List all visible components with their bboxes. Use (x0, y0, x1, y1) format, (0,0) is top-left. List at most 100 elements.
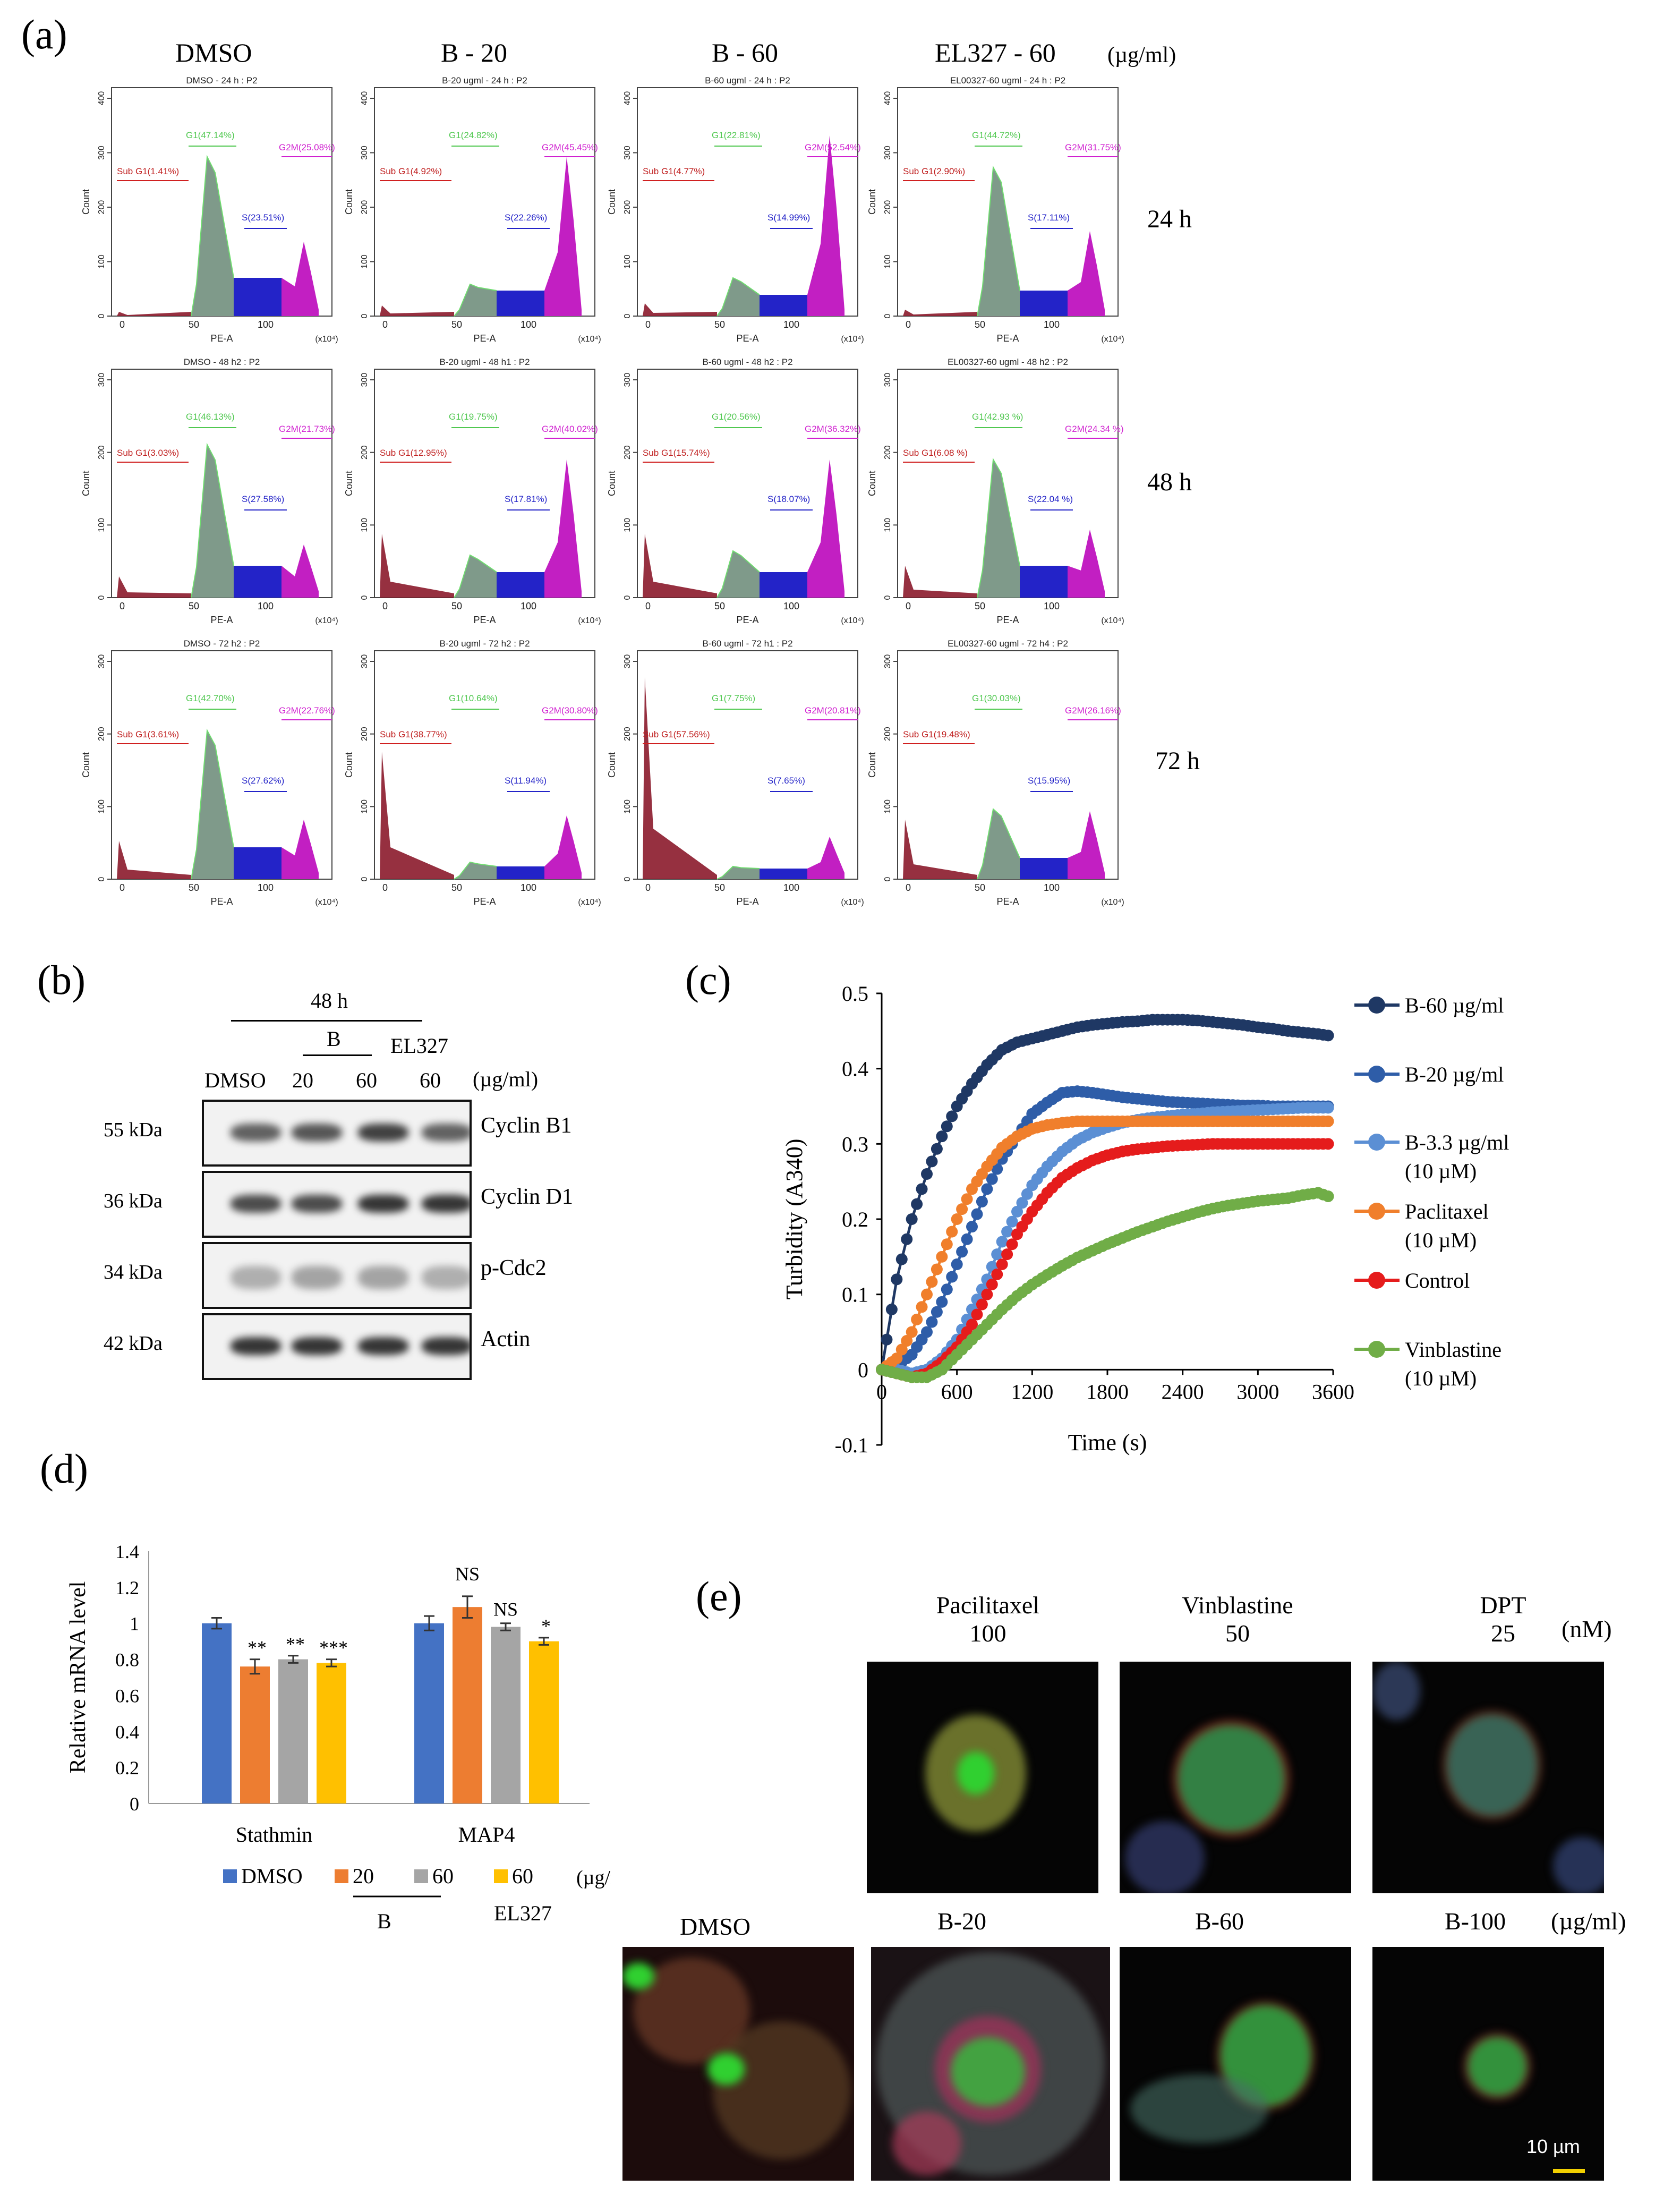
legend-label: DMSO (241, 1864, 303, 1888)
g1-region (454, 555, 497, 598)
y-tick-label: 200 (360, 727, 369, 741)
y-tick-label: 1 (130, 1613, 139, 1635)
y-tick-label: 100 (623, 799, 632, 814)
column-header-b20: B - 20 (441, 38, 507, 67)
data-point (986, 1278, 998, 1290)
x-axis-multiplier: (x10⁴) (578, 335, 601, 344)
s-label: S(22.26%) (505, 212, 547, 223)
legend-marker (1368, 997, 1385, 1014)
x-axis-label: PE-A (473, 333, 496, 344)
y-tick-label: 400 (623, 91, 632, 106)
x-tick-label: 50 (189, 319, 199, 330)
s-label: S(17.81%) (505, 494, 547, 504)
x-tick-label: 100 (783, 882, 799, 893)
legend-swatch (223, 1869, 237, 1883)
g1-region (977, 809, 1020, 879)
g1-label: G1(46.13%) (186, 412, 235, 422)
x-axis-multiplier: (x10⁴) (315, 898, 338, 907)
y-tick-label: 100 (97, 254, 106, 269)
micro-image-paclitaxel (867, 1662, 1098, 1893)
y-tick-label: 200 (883, 727, 892, 741)
histogram-title: DMSO - 24 h : P2 (186, 75, 257, 86)
series-line (880, 1018, 1334, 1370)
bar (529, 1641, 559, 1803)
x-tick-label: 0 (906, 601, 911, 611)
micro-top-label-2: Vinblastine 50 (1182, 1592, 1293, 1647)
data-point (931, 1263, 943, 1275)
subg1-label: Sub G1(19.48%) (903, 729, 970, 739)
y-tick-label: 100 (360, 799, 369, 814)
y-tick-label: 300 (97, 654, 106, 669)
y-tick-label: 300 (883, 654, 892, 669)
blot-group-b: B (327, 1027, 341, 1051)
data-point (946, 1226, 958, 1238)
histogram-title: EL00327-60 ugml - 24 h : P2 (950, 75, 1065, 86)
data-point (895, 1253, 908, 1265)
row-label-48h: 48 h (1147, 468, 1192, 496)
flow-cytometry-histograms: DMSO - 24 h : P2 0 100 200 300 400 Count 0 50 100… (81, 75, 1124, 907)
legend-label: B-60 µg/ml (1405, 993, 1504, 1017)
blot-band (358, 1337, 408, 1355)
g1-region (977, 167, 1020, 316)
x-tick-label: 100 (258, 882, 274, 893)
y-tick-label: 0 (883, 595, 892, 600)
bar (453, 1607, 482, 1803)
y-tick-label: 200 (97, 200, 106, 215)
data-point (961, 1233, 973, 1245)
legend-group-el: EL327 (494, 1901, 552, 1925)
subg1-label: Sub G1(1.41%) (117, 166, 179, 176)
data-point (971, 1308, 983, 1321)
histogram-frame (374, 650, 595, 880)
s-label: S(23.51%) (242, 212, 284, 223)
y-tick-label: 0 (97, 877, 106, 881)
blot-group-el327: EL327 (390, 1034, 448, 1058)
x-tick-label: 100 (521, 882, 536, 893)
histogram-2-2: B-20 ugml - 48 h1 : P2 0 100 200 300 Count 0 50… (344, 357, 601, 625)
g2m-region (807, 837, 844, 879)
x-axis-multiplier: (x10⁴) (1101, 898, 1124, 907)
y-axis-label: Count (344, 471, 354, 496)
blot-band (292, 1266, 342, 1289)
data-point (956, 1246, 968, 1258)
data-point (951, 1213, 963, 1225)
x-tick-label: 0 (120, 601, 125, 611)
g2m-label: G2M(30.80%) (542, 705, 598, 716)
data-point (1322, 1030, 1334, 1042)
histogram-1-2: B-20 ugml - 24 h : P2 0 100 200 300 400 Count 0… (344, 75, 601, 344)
x-axis-multiplier: (x10⁴) (1101, 616, 1124, 625)
scale-bar (1553, 2169, 1585, 2173)
g1-label: G1(7.75%) (712, 693, 755, 703)
subg1-region (643, 534, 717, 598)
legend-label-unit: (10 µM) (1405, 1228, 1477, 1252)
subg1-label: Sub G1(38.77%) (380, 729, 447, 739)
x-tick-label: 0 (120, 882, 125, 893)
y-axis-label: Count (81, 189, 91, 215)
subg1-label: Sub G1(4.92%) (380, 166, 442, 176)
g1-label: G1(10.64%) (449, 693, 498, 703)
blot-unit: (µg/ml) (473, 1067, 539, 1091)
x-axis-label: PE-A (736, 615, 758, 625)
x-tick-label: 1800 (1086, 1380, 1129, 1403)
blot-protein-label: Cyclin B1 (481, 1113, 572, 1138)
subg1-region (117, 312, 191, 316)
blot-mw-label: 36 kDa (104, 1190, 163, 1212)
y-tick-label: 200 (623, 727, 632, 741)
data-point (1322, 1138, 1334, 1150)
legend-label: Vinblastine (1405, 1338, 1502, 1362)
x-axis-multiplier: (x10⁴) (1101, 335, 1124, 344)
s-region (234, 566, 281, 598)
significance-label: ** (286, 1634, 305, 1655)
x-axis-multiplier: (x10⁴) (841, 335, 864, 344)
data-point (941, 1238, 953, 1250)
data-point (956, 1203, 968, 1215)
x-axis-multiplier: (x10⁴) (841, 616, 864, 625)
s-region (760, 869, 807, 879)
data-point (996, 1236, 1008, 1248)
mrna-bar-chart: 0 0.2 0.4 0.6 0.8 1 1.2 1.4 Relative mRNA level *… (66, 1541, 611, 1933)
legend-marker (1368, 1272, 1385, 1289)
blot-band (231, 1195, 281, 1213)
y-tick-label: 1.4 (115, 1541, 139, 1562)
turbidity-chart: -0.1 0 0.1 0.2 0.3 0.4 0.5 0 600 1200 1800 2400 3000… (781, 982, 1509, 1457)
data-point (946, 1271, 958, 1283)
y-tick-label: -0.1 (835, 1433, 868, 1457)
